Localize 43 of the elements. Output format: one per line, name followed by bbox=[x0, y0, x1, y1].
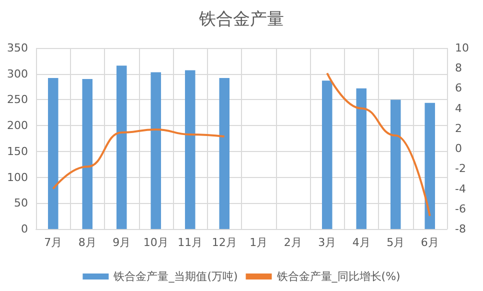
x-tick-label: 5月 bbox=[386, 236, 405, 249]
x-tick-label: 7月 bbox=[44, 236, 62, 249]
y2-tick-label: -2 bbox=[455, 162, 466, 176]
bar bbox=[322, 80, 332, 229]
y2-tick-label: 2 bbox=[455, 122, 462, 135]
y2-tick-label: -6 bbox=[455, 202, 466, 216]
bar bbox=[219, 78, 230, 229]
y2-tick-label: -4 bbox=[455, 182, 466, 196]
y2-tick-label: 10 bbox=[455, 42, 469, 54]
x-tick-label: 3月 bbox=[318, 236, 336, 249]
bar bbox=[424, 102, 436, 229]
x-tick-label: 2月 bbox=[284, 236, 302, 249]
legend-label: 铁合金产量_同比增长(%) bbox=[276, 270, 400, 283]
y2-tick-label: 8 bbox=[455, 62, 462, 75]
y-tick-label: 150 bbox=[7, 144, 28, 158]
x-tick-label: 9月 bbox=[112, 236, 131, 249]
y-tick-label: 250 bbox=[7, 93, 28, 106]
chart-title: 铁合金产量 bbox=[198, 10, 284, 30]
x-tick-label: 10月 bbox=[143, 236, 168, 249]
y-tick-label: 0 bbox=[21, 222, 28, 236]
y2-tick-label: 4 bbox=[455, 102, 462, 115]
y-tick-label: 200 bbox=[7, 119, 28, 132]
bar bbox=[48, 78, 58, 229]
x-tick-label: 4月 bbox=[352, 236, 370, 249]
x-tick-label: 12月 bbox=[212, 236, 237, 249]
bar bbox=[82, 79, 93, 229]
bar bbox=[184, 70, 196, 229]
bar bbox=[116, 66, 127, 229]
y2-tick-label: -8 bbox=[455, 222, 466, 236]
y2-tick-label: 0 bbox=[455, 142, 462, 156]
y-tick-label: 50 bbox=[14, 196, 28, 210]
x-tick-label: 8月 bbox=[78, 236, 96, 249]
legend-label: 铁合金产量_当期值(万吨) bbox=[112, 270, 238, 283]
x-tick-label: 6月 bbox=[420, 236, 439, 249]
x-tick-label: 1月 bbox=[250, 236, 268, 249]
y-tick-label: 350 bbox=[7, 42, 28, 54]
bar bbox=[150, 72, 162, 229]
y-tick-label: 300 bbox=[7, 67, 28, 80]
bar bbox=[390, 100, 401, 229]
bar bbox=[356, 88, 367, 229]
y2-tick-label: 6 bbox=[455, 82, 462, 95]
y-tick-label: 100 bbox=[7, 170, 28, 184]
x-tick-label: 11月 bbox=[178, 236, 203, 249]
